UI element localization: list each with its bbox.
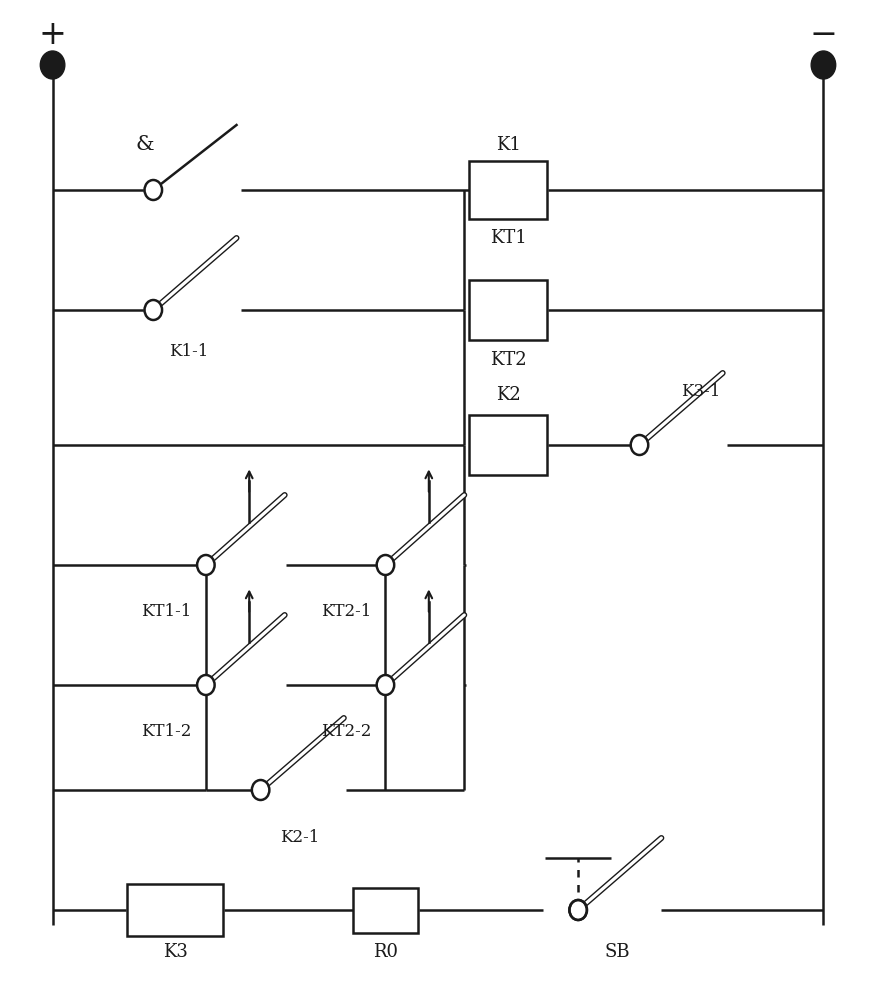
Bar [469,280,548,340]
Text: KT1: KT1 [490,229,526,247]
Circle shape [197,555,215,575]
Circle shape [197,675,215,695]
Text: SB: SB [604,943,631,961]
Circle shape [377,555,394,575]
Circle shape [377,675,394,695]
Bar [127,884,223,936]
Text: &: & [135,135,154,154]
Text: K3: K3 [163,943,187,961]
Circle shape [569,900,587,920]
Bar [469,415,548,475]
Text: KT2-2: KT2-2 [321,724,371,740]
Text: R0: R0 [373,943,398,961]
Text: K2-1: K2-1 [280,828,320,846]
Circle shape [145,180,162,200]
Circle shape [811,51,836,79]
Circle shape [569,900,587,920]
Bar [469,161,548,219]
Circle shape [40,51,65,79]
Circle shape [145,300,162,320]
Text: K2: K2 [496,386,520,404]
Text: K1: K1 [496,136,520,154]
Text: −: − [809,19,837,51]
Circle shape [631,435,648,455]
Text: KT1-1: KT1-1 [141,603,192,620]
Text: KT2: KT2 [490,351,526,369]
Text: KT2-1: KT2-1 [321,603,371,620]
Text: K1-1: K1-1 [169,344,208,360]
Circle shape [252,780,270,800]
Text: KT1-2: KT1-2 [141,724,192,740]
Text: +: + [39,19,67,51]
Bar [352,888,419,932]
Text: K3-1: K3-1 [682,383,720,400]
